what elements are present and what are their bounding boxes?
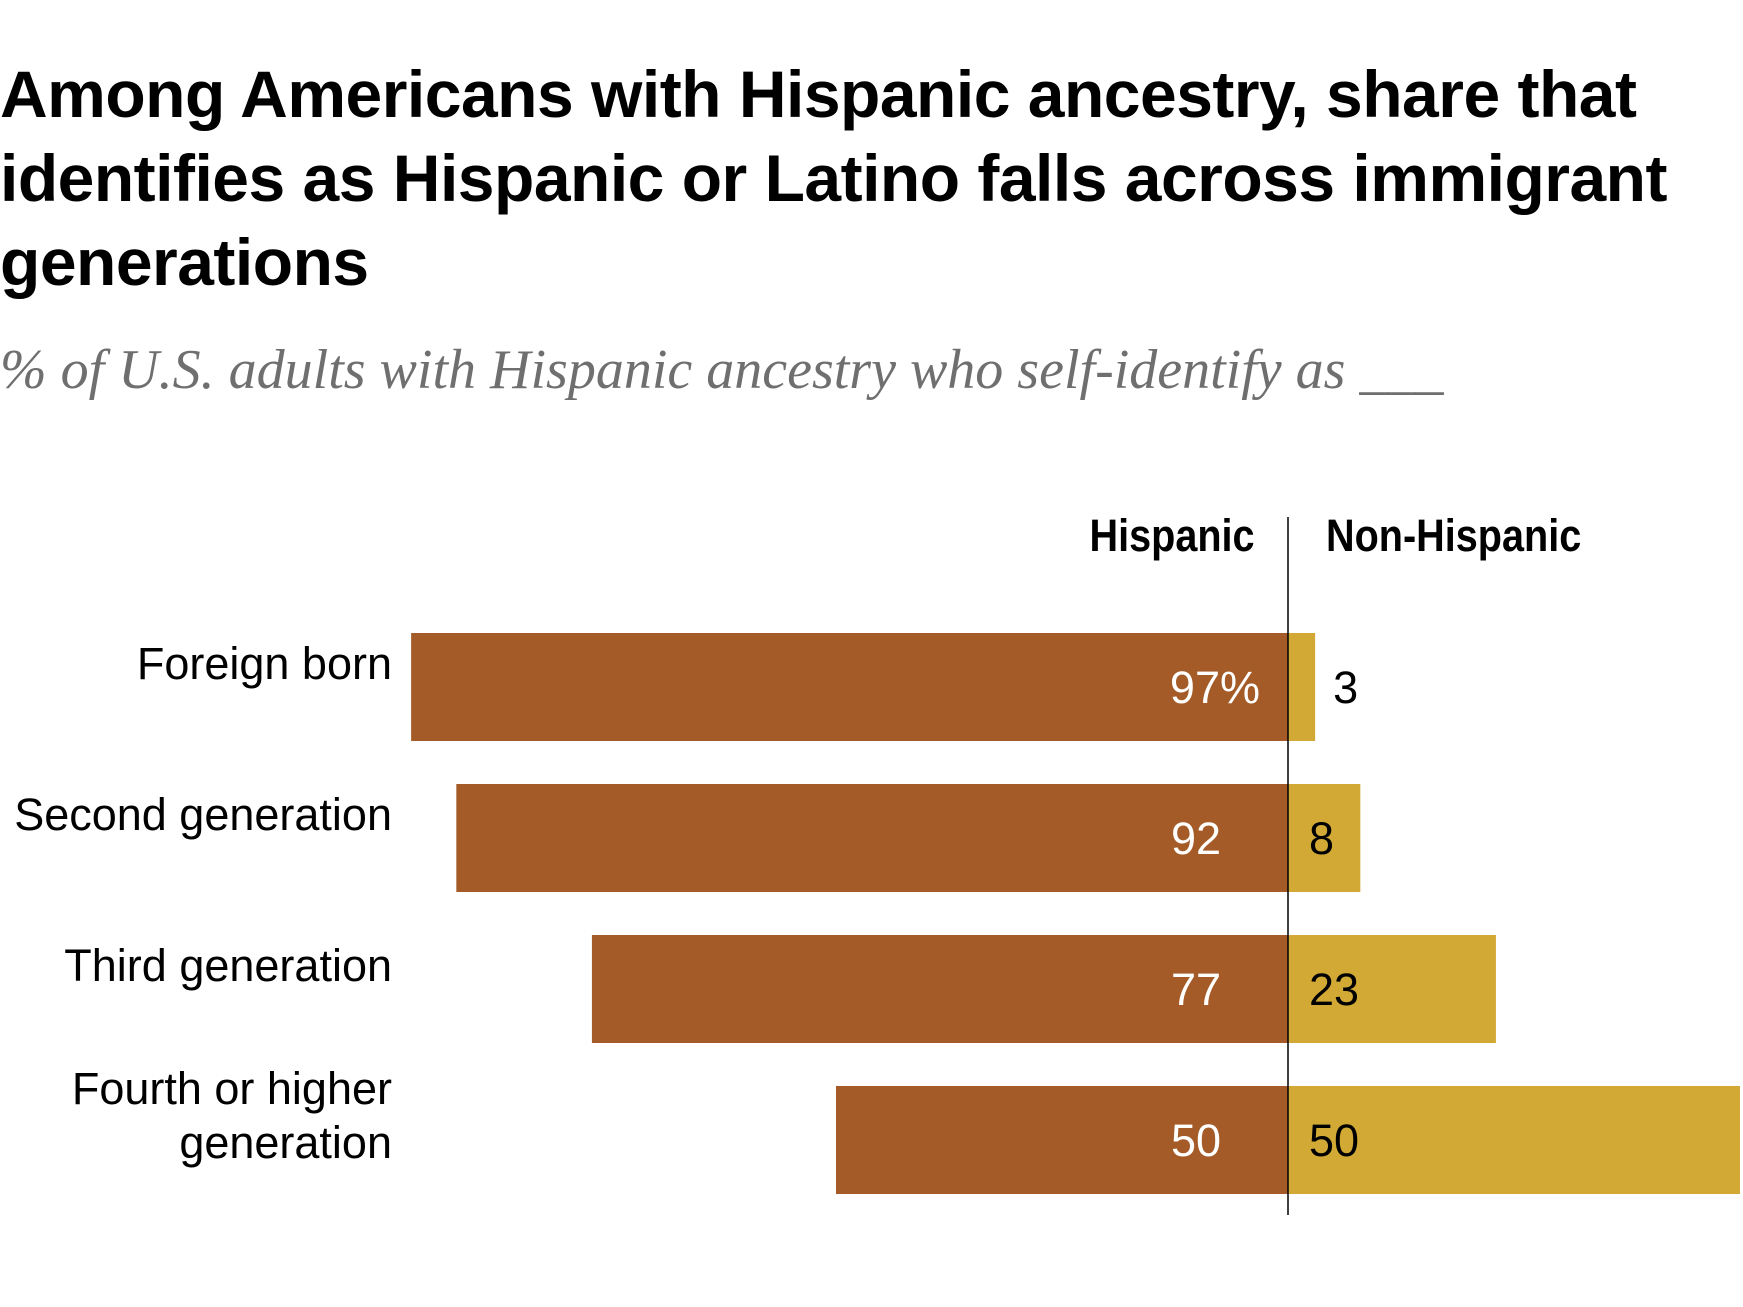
bar-non-hispanic xyxy=(1288,633,1316,741)
category-label: Fourth or higher generation xyxy=(72,1063,392,1168)
value-label-non-hispanic: 8 xyxy=(1309,813,1334,864)
chart-title: Among Americans with Hispanic ancestry, … xyxy=(0,57,1667,299)
legend-non-hispanic: Non-Hispanic xyxy=(1326,510,1582,561)
value-label-hispanic: 77 xyxy=(1171,964,1221,1015)
category-label: Third generation xyxy=(64,940,392,991)
category-label: Second generation xyxy=(14,789,392,840)
chart-subtitle: % of U.S. adults with Hispanic ancestry … xyxy=(0,339,1444,401)
value-label-non-hispanic: 50 xyxy=(1309,1115,1359,1166)
bar-hispanic xyxy=(456,784,1288,892)
category-label: Foreign born xyxy=(137,638,392,689)
value-label-hispanic: 50 xyxy=(1171,1115,1221,1166)
bar-hispanic xyxy=(591,935,1288,1043)
bar-non-hispanic xyxy=(1288,1086,1740,1194)
bar-non-hispanic xyxy=(1288,784,1361,892)
bar-non-hispanic xyxy=(1288,935,1496,1043)
value-label-hispanic: 92 xyxy=(1171,813,1221,864)
legend-hispanic: Hispanic xyxy=(1089,510,1255,561)
bar-hispanic xyxy=(836,1086,1288,1194)
value-label-non-hispanic: 23 xyxy=(1309,964,1359,1015)
bar-hispanic xyxy=(411,633,1288,741)
value-label-non-hispanic: 3 xyxy=(1333,662,1358,713)
value-label-hispanic: 97% xyxy=(1170,662,1260,713)
